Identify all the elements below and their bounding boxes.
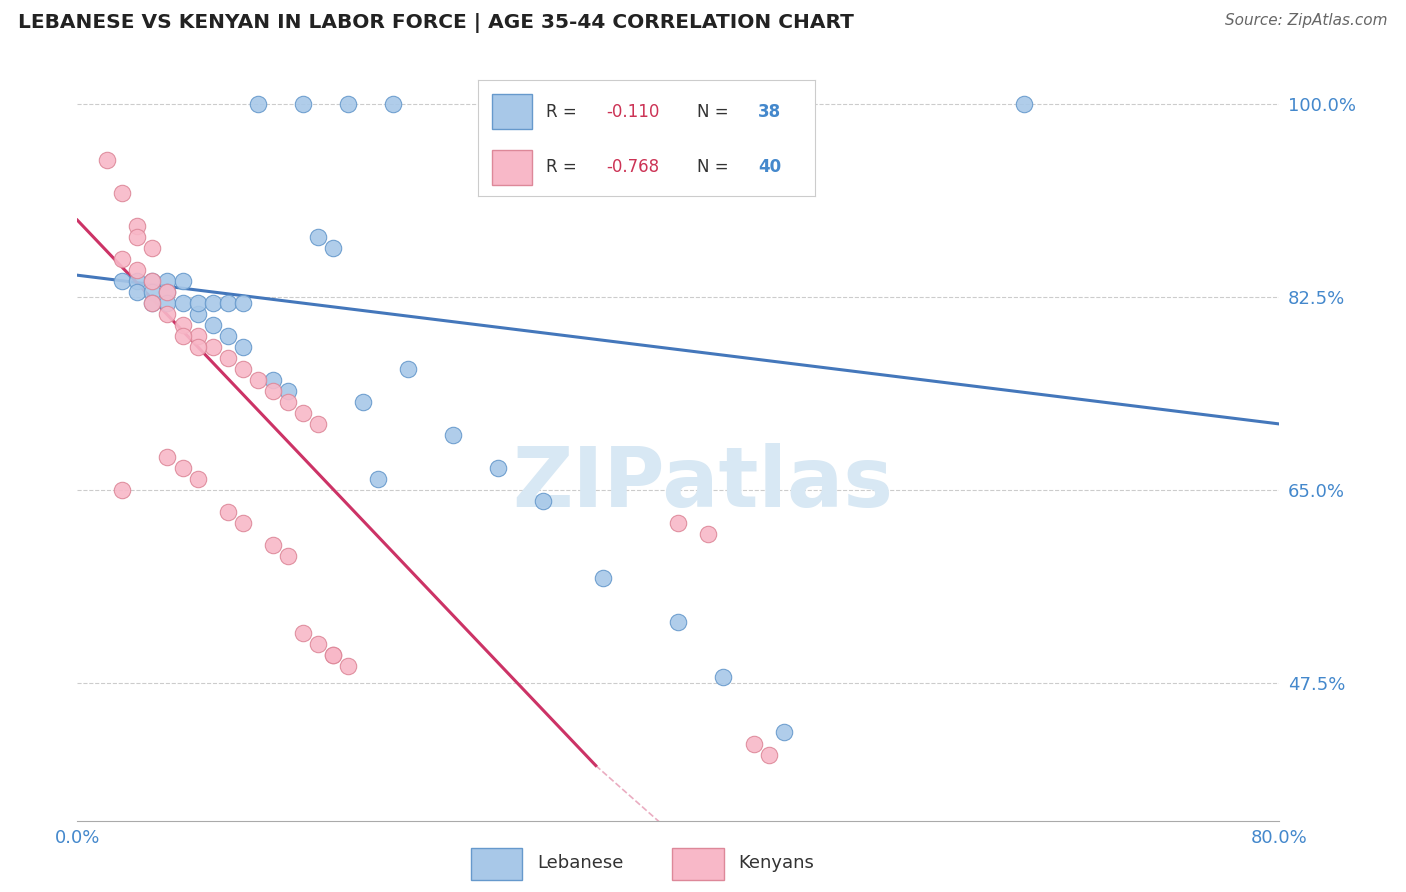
- Point: [441, 428, 464, 442]
- Point: [156, 307, 179, 321]
- Point: [111, 274, 134, 288]
- Point: [217, 505, 239, 519]
- Point: [187, 472, 209, 486]
- Point: [277, 549, 299, 564]
- Bar: [672, 848, 724, 880]
- Point: [201, 340, 224, 354]
- Text: 40: 40: [758, 158, 782, 177]
- Text: R =: R =: [546, 103, 582, 120]
- Point: [291, 97, 314, 112]
- Text: Kenyans: Kenyans: [738, 854, 814, 872]
- Point: [172, 274, 194, 288]
- Point: [172, 328, 194, 343]
- Point: [336, 97, 359, 112]
- Point: [232, 362, 254, 376]
- Point: [111, 252, 134, 266]
- Point: [262, 373, 284, 387]
- Point: [187, 295, 209, 310]
- Point: [141, 241, 163, 255]
- Point: [156, 285, 179, 299]
- Point: [367, 472, 389, 486]
- Text: ZIPatlas: ZIPatlas: [512, 443, 893, 524]
- Point: [307, 417, 329, 431]
- Point: [277, 384, 299, 398]
- Point: [127, 229, 149, 244]
- Point: [127, 219, 149, 233]
- Text: N =: N =: [697, 103, 734, 120]
- Point: [668, 516, 690, 530]
- Point: [232, 295, 254, 310]
- Point: [217, 295, 239, 310]
- Point: [172, 295, 194, 310]
- Point: [307, 229, 329, 244]
- Point: [156, 274, 179, 288]
- Text: R =: R =: [546, 158, 582, 177]
- Text: Source: ZipAtlas.com: Source: ZipAtlas.com: [1225, 13, 1388, 29]
- Text: -0.768: -0.768: [606, 158, 659, 177]
- Point: [127, 285, 149, 299]
- Point: [668, 615, 690, 630]
- Point: [141, 285, 163, 299]
- Point: [262, 538, 284, 552]
- Bar: [492, 95, 531, 129]
- Point: [291, 626, 314, 640]
- Point: [232, 516, 254, 530]
- Point: [187, 307, 209, 321]
- Point: [1012, 97, 1035, 112]
- Point: [141, 295, 163, 310]
- Text: Lebanese: Lebanese: [537, 854, 623, 872]
- Point: [381, 97, 404, 112]
- Point: [322, 241, 344, 255]
- Point: [127, 262, 149, 277]
- Bar: [492, 150, 531, 185]
- Text: LEBANESE VS KENYAN IN LABOR FORCE | AGE 35-44 CORRELATION CHART: LEBANESE VS KENYAN IN LABOR FORCE | AGE …: [18, 13, 855, 33]
- Point: [262, 384, 284, 398]
- Point: [127, 274, 149, 288]
- Point: [322, 648, 344, 663]
- Point: [277, 395, 299, 409]
- Point: [758, 747, 780, 762]
- Point: [336, 659, 359, 673]
- Point: [111, 483, 134, 497]
- Text: N =: N =: [697, 158, 734, 177]
- Point: [156, 285, 179, 299]
- Point: [232, 340, 254, 354]
- Point: [201, 295, 224, 310]
- Point: [201, 318, 224, 332]
- Point: [713, 670, 735, 684]
- Text: -0.110: -0.110: [606, 103, 659, 120]
- Point: [531, 494, 554, 508]
- Point: [592, 571, 614, 585]
- Point: [307, 637, 329, 651]
- Point: [396, 362, 419, 376]
- Point: [96, 153, 118, 167]
- Point: [697, 527, 720, 541]
- Point: [141, 274, 163, 288]
- Point: [246, 373, 269, 387]
- Point: [141, 274, 163, 288]
- Point: [742, 737, 765, 751]
- Point: [141, 295, 163, 310]
- Point: [772, 725, 794, 739]
- Point: [322, 648, 344, 663]
- Point: [217, 328, 239, 343]
- Point: [291, 406, 314, 420]
- Point: [172, 461, 194, 475]
- Text: 38: 38: [758, 103, 782, 120]
- Point: [217, 351, 239, 365]
- Point: [486, 461, 509, 475]
- Point: [111, 186, 134, 200]
- Point: [352, 395, 374, 409]
- Point: [187, 328, 209, 343]
- Bar: [471, 848, 523, 880]
- Point: [156, 450, 179, 464]
- Point: [187, 340, 209, 354]
- Point: [172, 318, 194, 332]
- Point: [156, 295, 179, 310]
- Point: [246, 97, 269, 112]
